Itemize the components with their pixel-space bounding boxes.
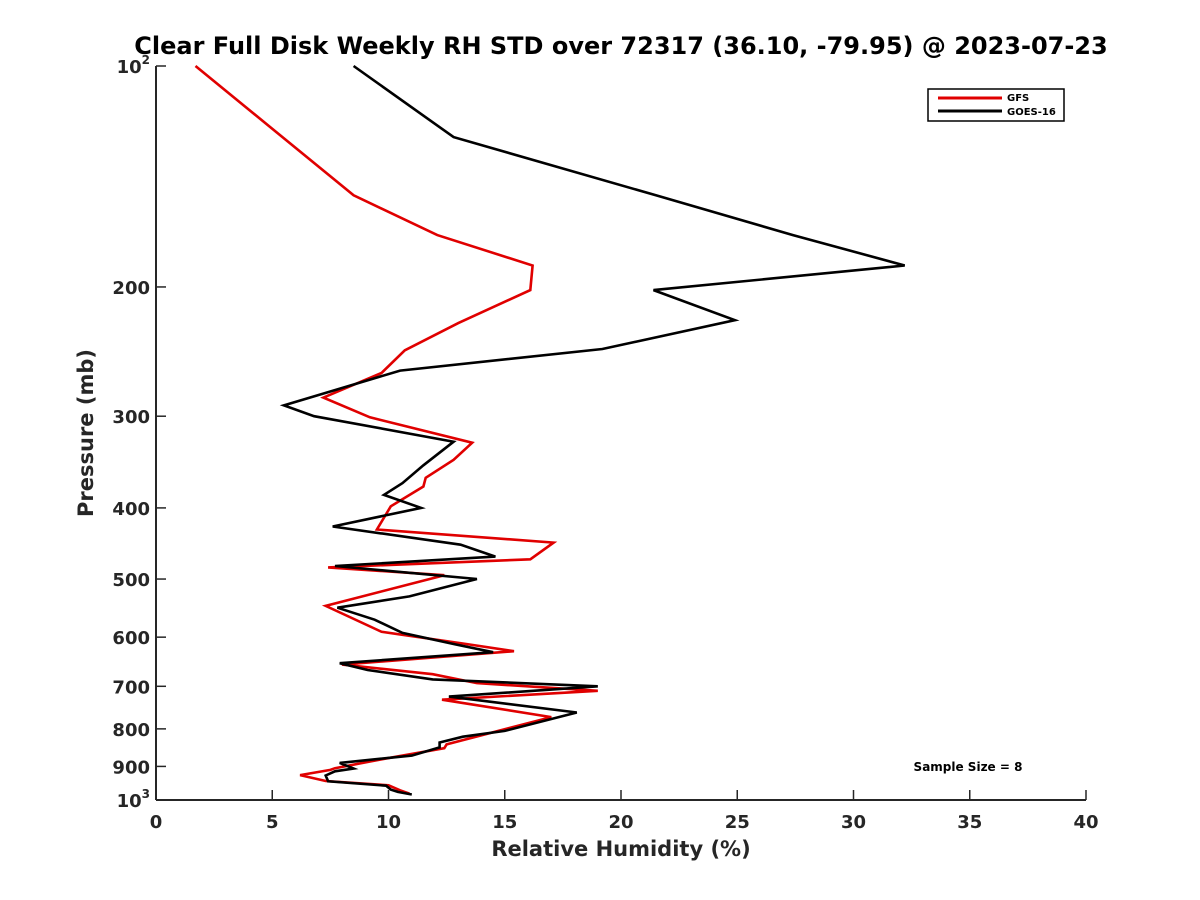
- axes: [155, 66, 1086, 801]
- x-tick-label: 15: [492, 812, 517, 833]
- y-tick-label: 600: [112, 628, 150, 649]
- y-tick-label: 300: [112, 407, 150, 428]
- y-tick-label: 700: [112, 677, 150, 698]
- y-tick-label: 103: [117, 787, 150, 812]
- y-tick-label: 800: [112, 720, 150, 741]
- x-tick-label: 5: [266, 812, 279, 833]
- x-tick-label: 30: [841, 812, 866, 833]
- y-tick-label: 500: [112, 570, 150, 591]
- y-ticks: 102 200 300 400 500 600 700 800 900 103: [112, 53, 166, 812]
- x-tick-label: 40: [1073, 812, 1098, 833]
- chart-title: Clear Full Disk Weekly RH STD over 72317…: [134, 32, 1107, 60]
- x-tick-label: 20: [608, 812, 633, 833]
- x-tick-label: 35: [957, 812, 982, 833]
- x-tick-label: 25: [725, 812, 750, 833]
- y-tick-label: 200: [112, 278, 150, 299]
- x-tick-label: 10: [376, 812, 401, 833]
- series-line-gfs: [194, 64, 598, 795]
- legend-label-goes16: GOES-16: [1007, 107, 1056, 118]
- x-axis-label: Relative Humidity (%): [491, 837, 750, 861]
- sample-size-annotation: Sample Size = 8: [914, 760, 1023, 774]
- plot-area: [194, 64, 906, 796]
- series-line-goes16: [279, 64, 906, 796]
- legend: GFS GOES-16: [927, 88, 1065, 122]
- x-ticks: 0 5 10 15 20 25 30 35 40: [150, 790, 1099, 833]
- legend-box: [927, 88, 1065, 122]
- y-axis-label: Pressure (mb): [74, 349, 98, 517]
- y-tick-label: 102: [117, 53, 150, 78]
- y-tick-label: 900: [112, 757, 150, 778]
- x-tick-label: 0: [150, 812, 163, 833]
- legend-label-gfs: GFS: [1007, 93, 1029, 104]
- y-tick-label: 400: [112, 499, 150, 520]
